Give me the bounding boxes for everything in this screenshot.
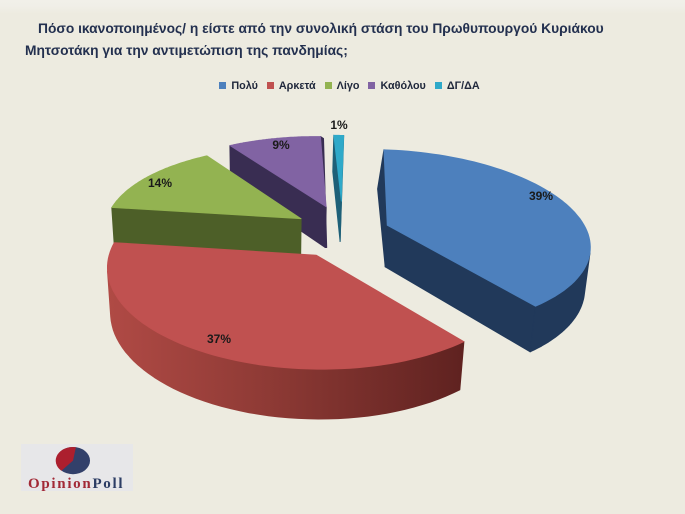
svg-text:14%: 14% <box>148 176 172 190</box>
svg-text:37%: 37% <box>207 332 231 346</box>
svg-text:39%: 39% <box>529 189 553 203</box>
svg-text:1%: 1% <box>330 118 348 132</box>
svg-text:9%: 9% <box>272 138 290 152</box>
